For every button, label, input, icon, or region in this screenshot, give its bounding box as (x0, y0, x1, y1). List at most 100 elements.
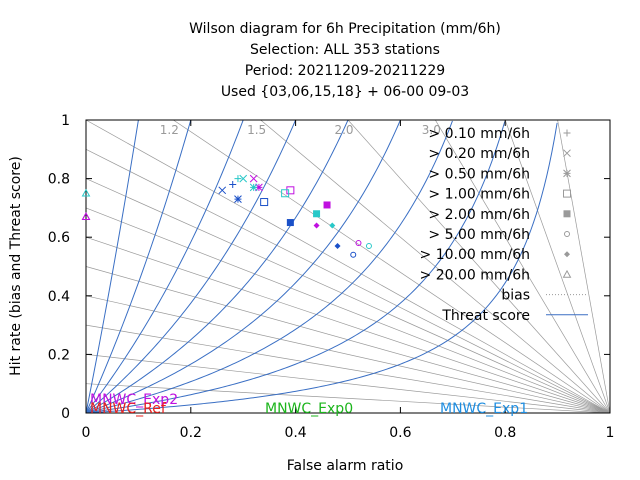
plot-border (85, 119, 611, 414)
data-point (255, 183, 263, 192)
bias-label: 1.2 (160, 123, 179, 137)
threat-score-curve (85, 120, 349, 414)
x-tick-label: 0.8 (494, 425, 516, 441)
title-line-2: Selection: ALL 353 stations (250, 42, 440, 58)
legend-label: > 0.10 mm/6h (428, 126, 530, 142)
marker-circle-open (365, 242, 372, 249)
marker-pentagon-filled (564, 251, 570, 258)
marker-square-filled (323, 201, 331, 209)
threat-score-curve (85, 122, 558, 414)
legend-marker (563, 210, 571, 218)
legend-label: > 1.00 mm/6h (428, 187, 530, 203)
legend-marker (563, 189, 571, 198)
bias-line (347, 119, 611, 414)
title-line-3: Period: 20211209-20211229 (245, 63, 445, 79)
legend-marker (564, 251, 570, 258)
plot-area: 1.2 1.5 2.0 3.0 0 0.2 0.4 0.6 0.8 1 0 0.2 0.4 0.6 0.… (48, 113, 615, 441)
marker-triangle-open (81, 212, 91, 220)
threat-score-curve (85, 120, 453, 414)
marker-circle-open (564, 231, 570, 237)
data-point (281, 189, 290, 198)
bias-line (85, 324, 611, 414)
data-point (234, 175, 242, 183)
title-line-1: Wilson diagram for 6h Precipitation (mm/… (189, 21, 501, 37)
marker-square-open (563, 189, 571, 198)
data-point (334, 242, 341, 249)
data-point (350, 251, 357, 258)
marker-star (563, 169, 571, 178)
legend-marker (563, 169, 571, 178)
bias-lines (85, 119, 611, 414)
marker-star (249, 183, 258, 192)
marker-square-open (286, 186, 295, 195)
y-tick-label: 0.6 (48, 230, 70, 246)
threat-score-curve (85, 120, 192, 414)
data-point (313, 222, 320, 229)
x-tick-label: 0 (82, 425, 91, 441)
marker-cross (239, 174, 248, 183)
legend-marker (562, 269, 572, 278)
x-axis-ticks: 0 0.2 0.4 0.6 0.8 1 (82, 120, 615, 441)
bias-label: 1.5 (247, 123, 266, 137)
y-tick-label: 0.8 (48, 172, 70, 188)
legend-label: > 0.50 mm/6h (428, 166, 530, 182)
bias-line (85, 148, 611, 414)
model-label: MNWC_Exp0 (265, 401, 353, 417)
marker-triangle-open (562, 269, 572, 278)
bias-line (85, 383, 611, 414)
y-axis-label: Hit rate (bias and Threat score) (8, 156, 24, 376)
bias-line (85, 295, 611, 414)
y-tick-label: 0 (61, 406, 70, 422)
legend-marker (563, 129, 571, 137)
data-point (365, 242, 372, 249)
data-point (355, 240, 362, 247)
x-tick-label: 1 (606, 425, 615, 441)
legend-label: > 5.00 mm/6h (428, 227, 530, 243)
bias-line (85, 119, 611, 414)
marker-cross (249, 174, 258, 183)
marker-square-filled (313, 210, 321, 218)
marker-plus (229, 180, 237, 188)
marker-pentagon-filled (313, 222, 320, 229)
threat-score-curve (85, 121, 506, 414)
model-label: MNWC_Exp2 (90, 392, 178, 408)
threat-score-curve (85, 120, 296, 414)
data-point (323, 201, 331, 209)
y-axis-ticks: 0 0.2 0.4 0.6 0.8 1 (48, 113, 610, 422)
marker-cross (563, 149, 571, 158)
bias-line (85, 354, 611, 414)
data-point (218, 186, 227, 195)
marker-star (255, 183, 263, 192)
data-point (81, 188, 91, 197)
legend-label: > 20.00 mm/6h (420, 267, 530, 283)
data-point (260, 198, 269, 207)
threat-score-lines (85, 120, 558, 414)
marker-cross (218, 186, 227, 195)
data-point (239, 174, 248, 183)
bias-line (85, 178, 611, 414)
marker-plus (563, 129, 571, 137)
marker-pentagon-filled (334, 242, 341, 249)
data-point (313, 210, 321, 218)
data-point (286, 219, 294, 227)
bias-label: 3.0 (422, 123, 441, 137)
data-point (249, 174, 258, 183)
legend-marker (563, 149, 571, 158)
x-tick-label: 0.2 (180, 425, 202, 441)
legend-label: bias (501, 288, 530, 304)
model-label: MNWC_Exp1 (440, 401, 528, 417)
threat-score-curve (85, 120, 139, 414)
bias-line (557, 119, 611, 414)
data-points (81, 174, 372, 258)
x-tick-label: 0.4 (284, 425, 306, 441)
legend: > 0.10 mm/6h > 0.20 mm/6h > 0.50 mm/6h > 1.… (420, 126, 588, 324)
bias-line (173, 119, 611, 414)
bias-labels: 1.2 1.5 2.0 3.0 (160, 123, 441, 137)
threat-score-curve (85, 120, 401, 414)
marker-plus (234, 175, 242, 183)
y-tick-label: 0.2 (48, 347, 70, 363)
marker-square-filled (563, 210, 571, 218)
marker-circle-open (350, 251, 357, 258)
